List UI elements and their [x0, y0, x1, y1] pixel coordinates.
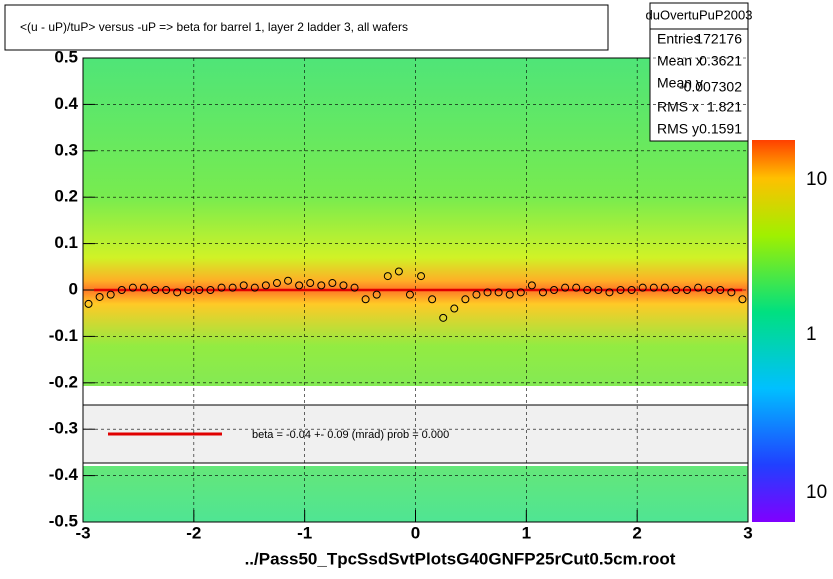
y-tick-label: 0.1 — [54, 233, 78, 252]
x-tick-label: 0 — [411, 523, 420, 542]
stats-value: -0.007302 — [679, 79, 742, 95]
profile-point — [572, 283, 581, 292]
profile-point — [605, 288, 614, 297]
profile-point — [671, 286, 680, 294]
profile-point — [727, 288, 736, 297]
profile-point — [705, 286, 714, 294]
profile-point — [306, 279, 315, 288]
profile-point — [328, 279, 337, 288]
color-bar — [752, 140, 795, 522]
profile-point — [450, 304, 459, 313]
profile-point — [95, 292, 104, 301]
profile-point — [683, 286, 692, 294]
profile-point — [738, 295, 747, 304]
y-tick-label: 0.5 — [54, 47, 78, 66]
profile-point — [394, 267, 403, 276]
y-tick-label: -0.5 — [49, 511, 78, 530]
stats-value: 0.1591 — [699, 121, 742, 137]
profile-point — [372, 290, 381, 299]
z-tick-label: 1 — [806, 324, 817, 345]
profile-point — [106, 290, 115, 299]
profile-point — [428, 295, 437, 304]
x-tick-label: -3 — [75, 523, 90, 542]
profile-point — [173, 288, 182, 297]
x-tick-label: 1 — [522, 523, 531, 542]
x-tick-label: -1 — [297, 523, 312, 542]
stats-value: 0.3621 — [699, 53, 742, 69]
y-tick-label: 0.2 — [54, 187, 78, 206]
y-tick-label: 0 — [69, 279, 78, 298]
profile-point — [472, 290, 481, 299]
profile-point — [239, 281, 248, 290]
profile-point — [350, 283, 359, 292]
profile-point — [250, 283, 259, 292]
y-tick-label: 0.3 — [54, 140, 78, 159]
profile-point — [284, 276, 293, 285]
y-tick-label: -0.2 — [49, 372, 78, 391]
x-axis-label: ../Pass50_TpcSsdSvtPlotsG40GNFP25rCut0.5… — [245, 549, 676, 568]
profile-point — [638, 283, 647, 292]
stats-label: RMS y — [657, 121, 699, 137]
x-tick-label: 3 — [743, 523, 752, 542]
profile-point — [84, 299, 93, 308]
profile-point — [217, 283, 226, 292]
profile-point — [583, 286, 592, 294]
profile-point — [505, 290, 514, 299]
profile-point — [660, 283, 669, 292]
profile-point — [295, 281, 304, 290]
profile-point — [594, 286, 603, 294]
stats-label: Entries — [657, 31, 701, 47]
x-tick-label: 2 — [632, 523, 641, 542]
x-tick-label: -2 — [186, 523, 201, 542]
profile-point — [649, 283, 658, 292]
chart-title: <(u - uP)/tuP> versus -uP => beta for ba… — [20, 20, 408, 34]
profile-point — [383, 272, 392, 281]
stats-title: duOvertuPuP2003 — [646, 7, 753, 22]
profile-point — [405, 290, 414, 299]
z-tick-label: 10 — [806, 482, 827, 503]
profile-point — [516, 288, 525, 297]
y-tick-label: -0.4 — [49, 465, 79, 484]
stats-label: Mean y — [657, 75, 703, 91]
profile-point — [627, 286, 636, 294]
profile-point — [139, 283, 148, 292]
profile-point — [461, 295, 470, 304]
stats-value: 1.821 — [707, 99, 742, 115]
profile-point — [694, 283, 703, 292]
profile-point — [616, 286, 625, 294]
profile-point — [527, 281, 536, 290]
profile-point — [716, 286, 725, 294]
profile-point — [550, 286, 559, 294]
profile-point — [128, 283, 137, 292]
profile-point — [439, 313, 448, 322]
profile-point — [361, 295, 370, 304]
z-tick-label: 10 — [806, 169, 827, 190]
legend-text: beta = -0.04 +- 0.09 (mrad) prob = 0.000 — [252, 429, 449, 441]
stats-box — [649, 2, 749, 142]
profile-point — [184, 286, 193, 294]
y-tick-label: 0.4 — [54, 94, 78, 113]
profile-point — [494, 288, 503, 297]
stats-label: RMS x — [657, 99, 699, 115]
stats-label: Mean x — [657, 53, 703, 69]
title-box — [4, 4, 609, 51]
profile-point — [317, 281, 326, 290]
profile-point — [195, 286, 204, 294]
profile-point — [228, 283, 237, 292]
profile-point — [538, 288, 547, 297]
y-tick-label: -0.1 — [49, 326, 78, 345]
profile-point — [162, 286, 171, 294]
profile-point — [561, 283, 570, 292]
profile-point — [483, 288, 492, 297]
y-tick-label: -0.3 — [49, 419, 78, 438]
profile-point — [272, 279, 281, 288]
profile-point — [261, 281, 270, 290]
profile-point — [151, 286, 160, 294]
profile-point — [206, 286, 215, 294]
stats-value: 172176 — [695, 31, 742, 47]
profile-point — [417, 272, 426, 281]
profile-point — [117, 286, 126, 294]
profile-point — [339, 281, 348, 290]
